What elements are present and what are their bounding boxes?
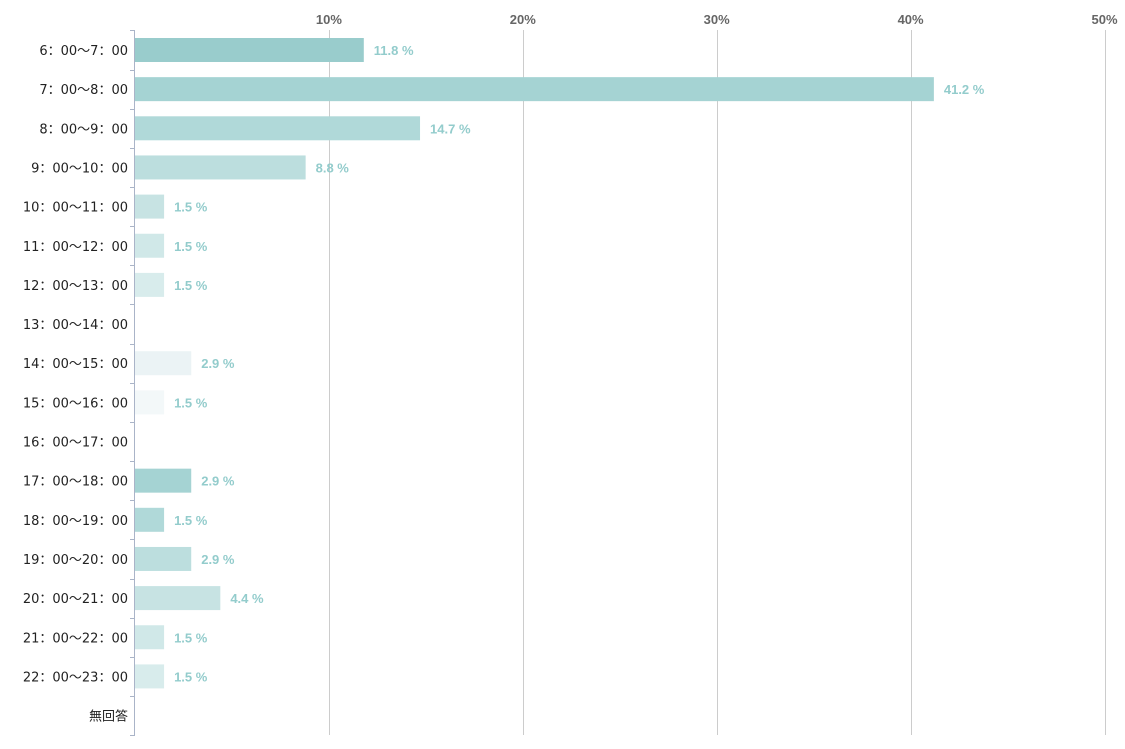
bar — [135, 272, 165, 297]
data-label: 14.7 % — [430, 121, 471, 136]
data-label: 1.5 % — [174, 395, 208, 410]
bar — [135, 116, 421, 141]
category-label: 15：00〜16：00 — [23, 396, 128, 411]
category-label: 13：00〜14：00 — [23, 318, 128, 333]
category-label: 9：00〜10：00 — [31, 161, 128, 176]
bar — [135, 38, 364, 62]
data-label: 1.5 % — [174, 200, 208, 215]
bar — [135, 194, 165, 219]
bar — [135, 664, 165, 689]
bar — [135, 351, 192, 376]
data-label: 2.9 % — [201, 356, 235, 371]
bar — [135, 586, 221, 611]
category-label: 18：00〜19：00 — [23, 514, 128, 529]
data-label: 1.5 % — [174, 278, 208, 293]
bar — [135, 390, 165, 415]
bar — [135, 155, 306, 180]
data-label: 1.5 % — [174, 669, 208, 684]
data-label: 1.5 % — [174, 630, 208, 645]
category-label: 20：00〜21：00 — [23, 592, 128, 607]
data-label: 11.8 % — [374, 43, 414, 58]
x-tick-label: 10% — [316, 12, 342, 27]
bar — [135, 546, 192, 571]
category-label: 22：00〜23：00 — [23, 670, 128, 685]
category-label: 17：00〜18：00 — [23, 475, 128, 490]
data-label: 2.9 % — [201, 474, 235, 489]
bar — [135, 77, 934, 102]
bar — [135, 625, 165, 650]
data-label: 4.4 % — [230, 591, 264, 606]
category-label: 7：00〜8：00 — [39, 83, 128, 98]
data-label: 1.5 % — [174, 513, 208, 528]
bar — [135, 233, 165, 258]
data-label: 41.2 % — [944, 82, 985, 97]
category-label: 16：00〜17：00 — [23, 436, 128, 451]
category-label: 14：00〜15：00 — [23, 357, 128, 372]
bar — [135, 507, 165, 532]
bar — [135, 468, 192, 493]
data-label: 8.8 % — [316, 160, 350, 175]
category-label: 8：00〜9：00 — [39, 122, 128, 137]
x-tick-label: 20% — [510, 12, 536, 27]
category-label: 11：00〜12：00 — [23, 240, 128, 255]
x-tick-label: 40% — [898, 12, 924, 27]
data-label: 1.5 % — [174, 239, 208, 254]
category-label: 19：00〜20：00 — [23, 553, 128, 568]
category-label: 12：00〜13：00 — [23, 279, 128, 294]
category-label: 10：00〜11：00 — [23, 201, 128, 216]
x-tick-label: 30% — [704, 12, 730, 27]
data-label: 2.9 % — [201, 552, 235, 567]
category-label: 6：00〜7：00 — [39, 44, 128, 59]
x-tick-label: 50% — [1091, 12, 1117, 27]
category-label: 21：00〜22：00 — [23, 631, 128, 646]
category-label: 無回答 — [89, 709, 128, 725]
